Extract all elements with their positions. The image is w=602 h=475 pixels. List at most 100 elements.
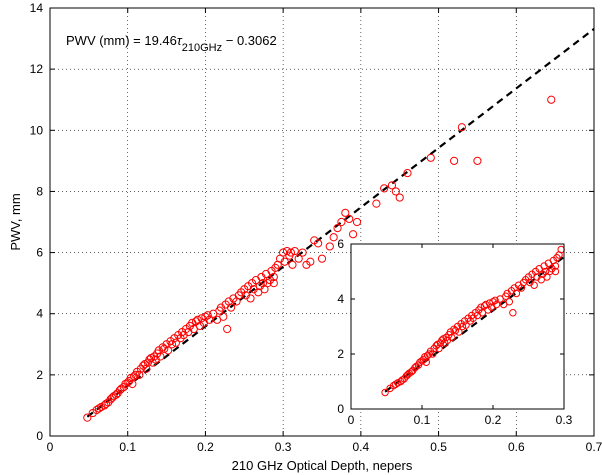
main-data-point [380,184,389,193]
main-y-tick-label: 6 [36,246,43,260]
main-data-point [348,230,358,239]
fit-equation-prefix: PWV (mm) = 19.46 [66,33,177,48]
inset-x-tick-label: 0.1 [414,413,431,427]
main-data-point [306,257,315,266]
main-data-point [246,294,255,303]
main-data-point [258,279,268,288]
main-points [83,95,556,422]
main-data-point [337,217,346,227]
main-data-point [345,214,354,224]
main-data-point [547,95,556,104]
main-data-point [164,346,173,355]
main-data-point [329,233,338,242]
main-data-point [280,257,289,266]
main-data-point [288,260,297,269]
inset-data-point [496,295,504,303]
main-data-point [395,193,404,202]
main-data-point [160,344,169,353]
inset-x-tick-label: 0 [348,413,355,427]
main-data-point [142,364,151,373]
inset-data-point [530,281,538,289]
main-data-point [135,370,144,379]
inset-y-tick-label: 4 [337,292,344,306]
inset-data-point [537,276,545,284]
inset-data-point [509,309,517,317]
inset-data-point [551,262,560,270]
inset-y-tick-label: 2 [337,347,344,361]
main-data-point [269,272,278,282]
inset-x-tick-label: 0.2 [485,413,502,427]
inset-data-point [551,267,560,276]
main-x-tick-label: 0.3 [275,440,292,454]
main-y-ticks: 0 2 4 6 8 10 12 14 [30,1,594,443]
fit-equation-suffix: − 0.3062 [222,33,277,48]
inset-plot-background [351,244,564,409]
inset-data-point [462,321,470,329]
main-data-point [341,208,350,217]
inset-data-point [485,299,494,307]
inset-data-point [381,388,389,397]
main-data-point [205,315,214,324]
main-data-point [457,123,466,132]
inset-data-point [398,376,406,384]
inset-data-point [505,298,514,306]
main-data-point [219,312,228,321]
main-data-point [387,181,397,190]
inset-plot-border [350,243,565,410]
main-data-point [156,352,165,361]
main-data-point [473,156,482,165]
inset-data-point [435,344,443,353]
main-fit-line [86,28,595,418]
main-fit-dashed-line [86,28,595,418]
inset-x-ticks: 0 0.1 0.2 0.3 [348,244,573,427]
main-y-tick-label: 2 [36,368,43,382]
main-x-tick-label: 0 [47,440,54,454]
inset-data-point [478,309,487,317]
main-plot-border [49,7,595,437]
main-data-point [128,379,137,389]
main-x-tick-label: 0.5 [430,440,447,454]
main-data-point [226,303,236,312]
main-data-point [403,168,412,178]
main-y-tick-label: 12 [30,62,44,76]
main-y-tick-label: 8 [36,184,43,198]
main-data-point [203,311,212,320]
inset-plot: 0 0.1 0.2 0.3 0 2 4 6 [337,237,572,427]
main-data-point [325,242,334,251]
x-axis-label: 210 GHz Optical Depth, nepers [232,458,413,473]
main-data-point [83,413,92,422]
fit-equation-subscript: 210GHz [182,42,222,54]
inset-data-point [448,333,456,342]
y-axis-label: PWV, mm [8,193,23,250]
main-x-ticks: 0 0.1 0.2 0.3 0.4 0.5 0.6 0.7 [47,8,602,454]
inset-data-point [499,300,508,309]
main-data-point [171,338,180,347]
main-data-point [294,254,303,263]
main-x-tick-label: 0.4 [353,440,370,454]
inset-data-point [422,358,430,366]
main-y-tick-label: 10 [30,123,44,137]
main-data-point [269,279,278,288]
inset-data-point [492,300,501,309]
main-data-point [290,246,299,256]
main-y-tick-label: 0 [36,429,43,443]
inset-y-tick-label: 0 [337,402,344,416]
main-data-point [314,239,323,248]
main-data-point [450,156,459,165]
main-y-tick-label: 4 [36,307,43,321]
main-data-point [101,399,111,408]
main-data-point [223,324,232,334]
main-data-point [282,246,292,256]
inset-data-point [512,289,521,298]
inset-y-tick-label: 6 [337,237,344,251]
main-data-point [317,254,327,263]
main-data-point [286,248,296,257]
main-y-tick-label: 14 [30,1,44,15]
main-data-point [333,224,342,233]
inset-points [381,245,565,397]
main-data-point [352,217,362,227]
fit-equation-tau: τ [177,33,183,48]
inset-data-point [428,350,437,358]
main-data-point [391,187,400,196]
